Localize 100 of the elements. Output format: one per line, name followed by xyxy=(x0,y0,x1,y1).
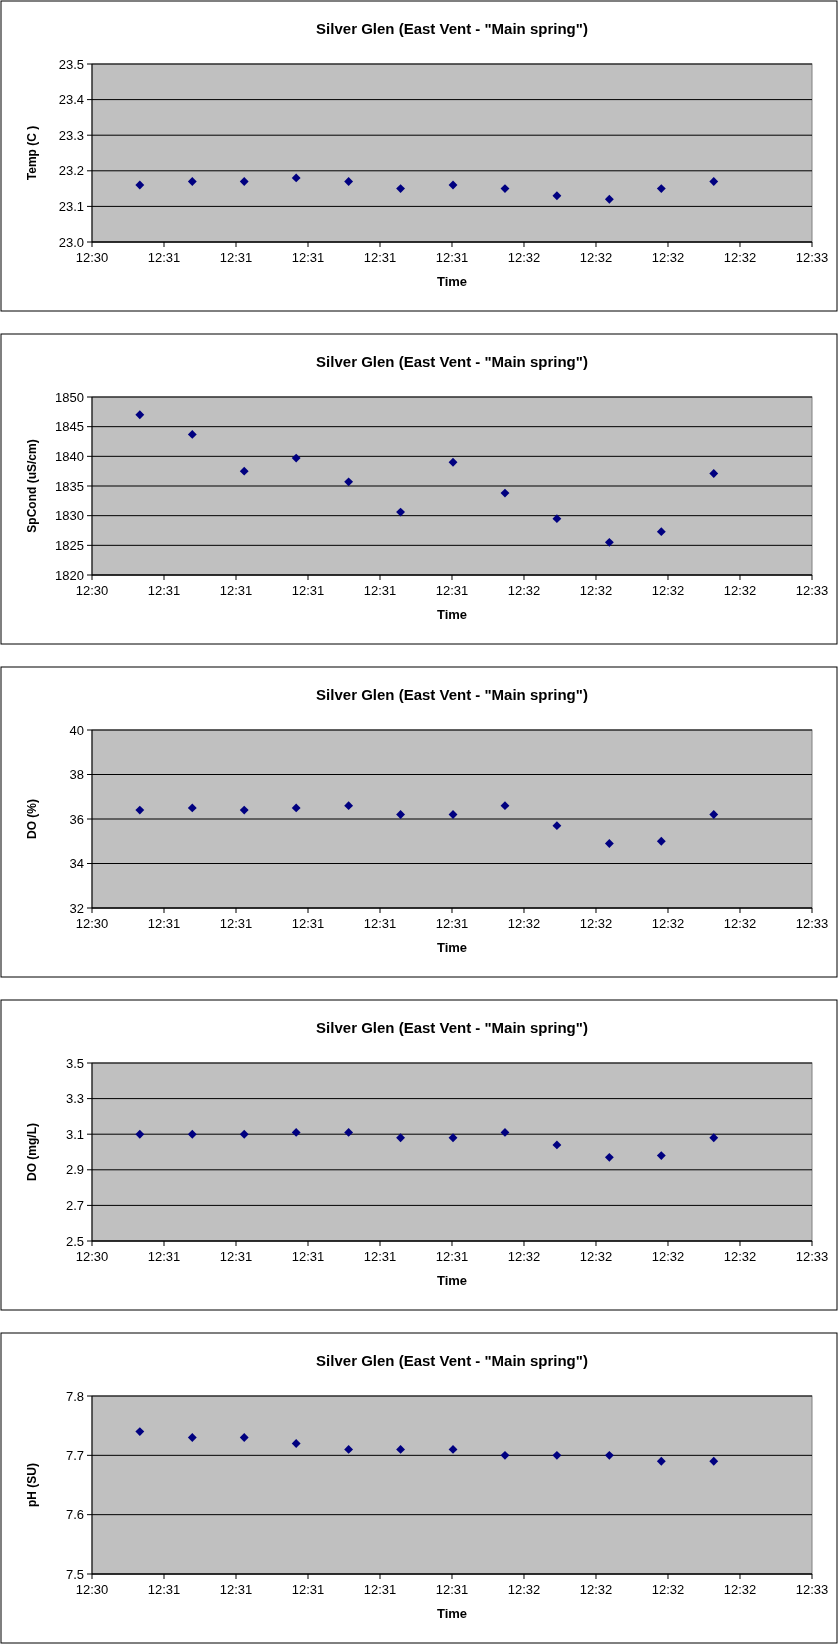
y-tick-label: 1835 xyxy=(55,478,84,494)
y-tick-label: 3.1 xyxy=(65,1126,84,1142)
point xyxy=(552,821,562,831)
x-tick-label: 12:30 xyxy=(75,250,109,265)
x-tick-label: 12:31 xyxy=(363,916,397,931)
y-tick-label: 34 xyxy=(69,856,84,872)
point xyxy=(656,1151,666,1160)
x-tick-label: 12:32 xyxy=(723,583,757,598)
point xyxy=(448,180,458,190)
chart-title: Silver Glen (East Vent - "Main spring") xyxy=(316,1019,588,1036)
x-tick-label: 12:32 xyxy=(579,250,613,265)
point xyxy=(448,457,458,467)
x-tick-label: 12:32 xyxy=(579,1582,613,1597)
point xyxy=(187,429,197,439)
y-tick-label: 1820 xyxy=(55,567,84,583)
x-tick-label: 12:33 xyxy=(795,1582,829,1597)
point xyxy=(604,194,614,204)
y-tick-label: 23.1 xyxy=(58,198,84,214)
point xyxy=(709,810,719,819)
x-tick-label: 12:31 xyxy=(435,583,469,598)
x-tick-label: 12:33 xyxy=(795,916,829,931)
point xyxy=(291,453,301,463)
point xyxy=(291,173,301,183)
x-tick-label: 12:31 xyxy=(363,250,397,265)
y-tick-label: 1830 xyxy=(55,508,84,524)
x-tick-label: 12:31 xyxy=(291,583,325,598)
point xyxy=(656,184,666,194)
point xyxy=(291,1127,301,1137)
point xyxy=(709,469,719,478)
x-axis-title: Time xyxy=(436,274,468,289)
y-tick-label: 7.5 xyxy=(65,1566,84,1582)
x-tick-label: 12:32 xyxy=(507,916,541,931)
x-tick-label: 12:30 xyxy=(75,916,109,931)
y-tick-label: 2.5 xyxy=(65,1233,84,1249)
x-tick-label: 12:31 xyxy=(147,1249,181,1264)
chart-title: Silver Glen (East Vent - "Main spring") xyxy=(316,20,588,37)
y-tick-label: 7.7 xyxy=(65,1447,84,1463)
point xyxy=(135,1427,145,1437)
point xyxy=(239,1129,249,1139)
point xyxy=(396,507,405,517)
point xyxy=(396,1444,405,1454)
x-axis-title: Time xyxy=(436,940,468,955)
point xyxy=(656,1456,666,1466)
x-tick-label: 12:30 xyxy=(75,1249,109,1264)
point xyxy=(656,836,666,846)
y-tick-label: 40 xyxy=(69,722,84,738)
x-tick-label: 12:32 xyxy=(723,1582,757,1597)
x-tick-label: 12:32 xyxy=(723,1249,757,1264)
y-tick-label: 1825 xyxy=(55,537,84,553)
y-axis-title: SpCond (uS/cm) xyxy=(25,439,39,533)
x-tick-label: 12:31 xyxy=(147,916,181,931)
point xyxy=(344,177,354,186)
y-axis-title: DO (%) xyxy=(25,799,39,839)
y-tick-label: 3.3 xyxy=(65,1091,84,1107)
point xyxy=(656,527,666,537)
x-tick-label: 12:32 xyxy=(507,1582,541,1597)
y-axis-title: pH (SU) xyxy=(25,1463,39,1507)
point xyxy=(135,805,145,815)
chart-title: Silver Glen (East Vent - "Main spring") xyxy=(316,1352,588,1369)
x-tick-label: 12:33 xyxy=(795,1249,829,1264)
point xyxy=(396,1133,405,1143)
x-tick-label: 12:31 xyxy=(291,250,325,265)
x-tick-label: 12:31 xyxy=(291,1582,325,1597)
y-tick-label: 32 xyxy=(69,900,84,916)
x-tick-label: 12:32 xyxy=(651,916,685,931)
x-tick-label: 12:32 xyxy=(579,916,613,931)
y-tick-label: 7.6 xyxy=(65,1507,84,1523)
point xyxy=(396,810,405,819)
point xyxy=(187,1433,197,1442)
x-tick-label: 12:32 xyxy=(651,1582,685,1597)
point xyxy=(344,477,354,487)
point xyxy=(291,803,301,813)
point xyxy=(187,177,197,186)
x-tick-label: 12:30 xyxy=(75,1582,109,1597)
x-tick-label: 12:32 xyxy=(651,583,685,598)
x-tick-label: 12:31 xyxy=(147,583,181,598)
x-tick-label: 12:32 xyxy=(723,250,757,265)
point xyxy=(500,1450,510,1460)
x-tick-label: 12:32 xyxy=(579,1249,613,1264)
x-tick-label: 12:31 xyxy=(363,583,397,598)
x-axis-title: Time xyxy=(436,607,468,622)
point xyxy=(500,1127,510,1137)
x-tick-label: 12:31 xyxy=(219,916,253,931)
y-tick-label: 23.5 xyxy=(58,56,84,72)
x-tick-label: 12:32 xyxy=(579,583,613,598)
y-axis-title: DO (mg/L) xyxy=(25,1123,39,1181)
x-tick-label: 12:31 xyxy=(435,1582,469,1597)
point xyxy=(552,1450,562,1460)
x-tick-label: 12:32 xyxy=(507,1249,541,1264)
x-tick-label: 12:31 xyxy=(219,583,253,598)
point xyxy=(239,177,249,186)
y-tick-label: 2.9 xyxy=(65,1162,84,1178)
point xyxy=(709,177,719,186)
x-tick-label: 12:30 xyxy=(75,583,109,598)
point xyxy=(604,537,614,547)
point xyxy=(135,1129,145,1139)
point xyxy=(344,1444,354,1454)
point xyxy=(500,184,510,194)
x-tick-label: 12:31 xyxy=(435,916,469,931)
y-tick-label: 36 xyxy=(69,811,84,827)
